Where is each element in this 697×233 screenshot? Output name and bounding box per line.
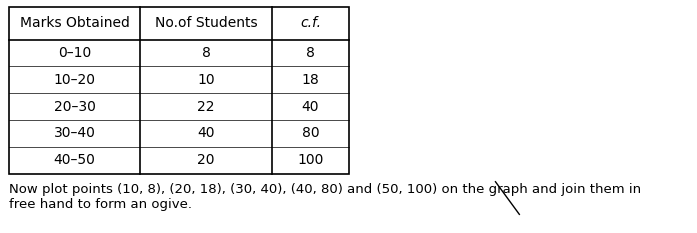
Text: c.f.: c.f.	[300, 16, 321, 30]
Text: 10: 10	[197, 73, 215, 87]
Text: 30–40: 30–40	[54, 126, 95, 140]
Text: 100: 100	[297, 153, 323, 167]
Bar	[9, 7, 349, 174]
Text: 20–30: 20–30	[54, 99, 95, 114]
Text: 20: 20	[197, 153, 215, 167]
Text: 0–10: 0–10	[58, 46, 91, 60]
Text: 40–50: 40–50	[54, 153, 95, 167]
Text: 40: 40	[302, 99, 319, 114]
Text: 10–20: 10–20	[54, 73, 95, 87]
Text: 8: 8	[201, 46, 210, 60]
Text: 8: 8	[306, 46, 315, 60]
Text: No.of Students: No.of Students	[155, 16, 257, 30]
Text: 22: 22	[197, 99, 215, 114]
Text: Now plot points (10, 8), (20, 18), (30, 40), (40, 80) and (50, 100) on the graph: Now plot points (10, 8), (20, 18), (30, …	[9, 183, 641, 211]
Text: 18: 18	[302, 73, 319, 87]
Text: 80: 80	[302, 126, 319, 140]
Text: 40: 40	[197, 126, 215, 140]
Text: Marks Obtained: Marks Obtained	[20, 16, 130, 30]
